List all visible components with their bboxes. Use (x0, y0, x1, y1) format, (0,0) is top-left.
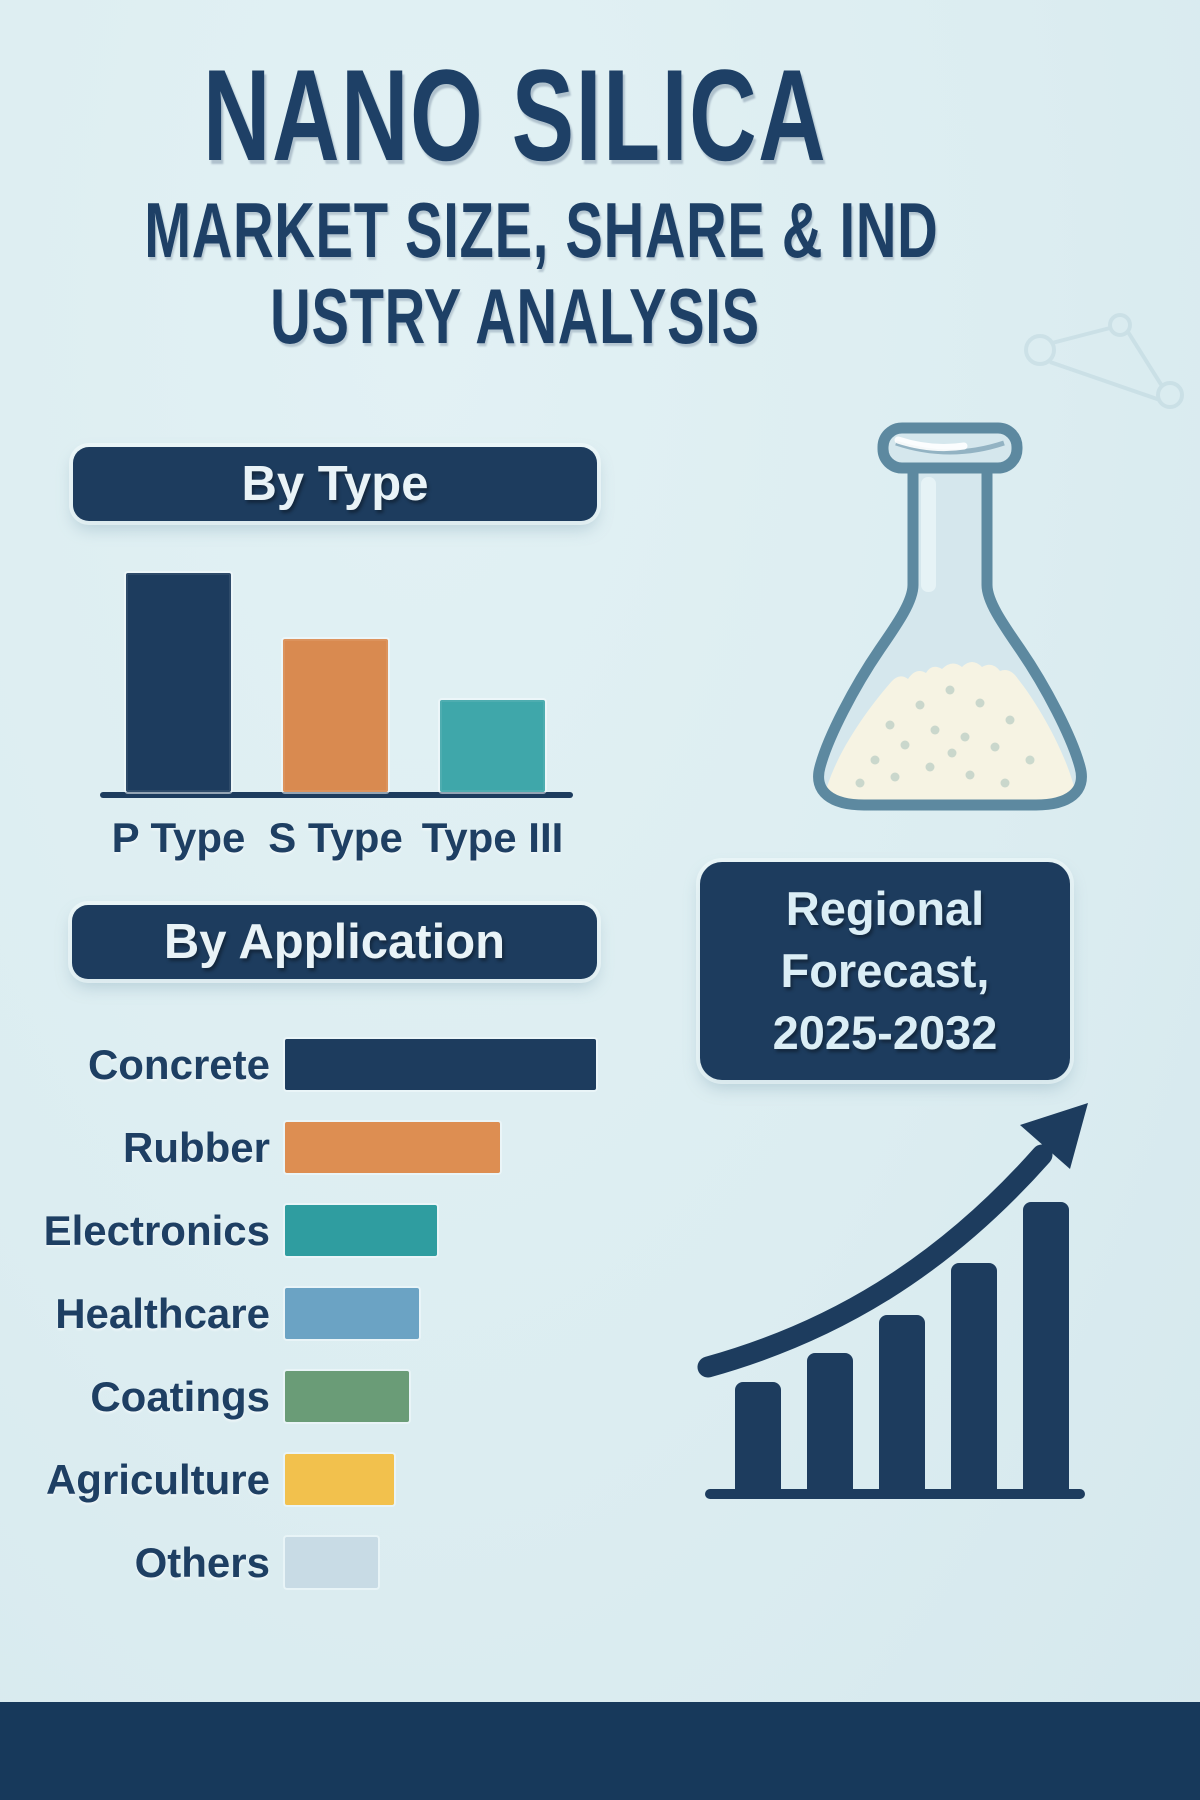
by-type-chart: P Type S Type Type III (100, 560, 573, 862)
app-row-coatings: Coatings (0, 1371, 596, 1422)
by-type-header: By Type (73, 447, 597, 521)
app-row-others: Others (0, 1537, 596, 1588)
app-bar-coatings (285, 1371, 409, 1422)
type-bar-s-type (283, 639, 388, 792)
page-title: NANO SILICA MARKET SIZE, SHARE & IND UST… (0, 0, 1030, 359)
app-bar-concrete (285, 1039, 596, 1090)
type-label-p-type: P Type (111, 814, 246, 861)
by-type-axis-line (100, 792, 573, 798)
type-bar-type-iii (440, 700, 545, 792)
app-row-concrete: Concrete (0, 1039, 596, 1090)
app-label-healthcare: Healthcare (55, 1289, 270, 1337)
forecast-line-3: 2025-2032 (772, 1006, 998, 1059)
app-row-electronics: Electronics (0, 1205, 596, 1256)
title-line-2: MARKET SIZE, SHARE & IND (144, 186, 939, 274)
app-label-coatings: Coatings (90, 1372, 270, 1420)
growth-bar-5 (1023, 1202, 1069, 1492)
app-label-agriculture: Agriculture (45, 1455, 270, 1503)
by-type-labels: P Type S Type Type III (100, 814, 573, 862)
app-row-rubber: Rubber (0, 1122, 596, 1173)
app-bar-rubber (285, 1122, 500, 1173)
app-label-others: Others (134, 1538, 270, 1586)
forecast-line-2: Forecast, (780, 944, 990, 997)
by-application-header: By Application (72, 905, 597, 979)
app-label-electronics: Electronics (43, 1206, 270, 1254)
type-bar-p-type (126, 573, 231, 792)
app-row-healthcare: Healthcare (0, 1288, 596, 1339)
app-bar-others (285, 1537, 378, 1588)
growth-bar-1 (735, 1382, 781, 1492)
by-application-chart: Concrete Rubber Electronics Healthcare Coati… (0, 1039, 596, 1588)
type-label-type-iii: Type III (421, 814, 564, 861)
growth-bar-2 (807, 1353, 853, 1492)
app-label-rubber: Rubber (123, 1123, 270, 1171)
app-bar-electronics (285, 1205, 437, 1256)
forecast-badge: Regional Forecast, 2025-2032 (700, 862, 1070, 1080)
growth-chart-axis-line (705, 1489, 1085, 1499)
title-line-1: NANO SILICA (202, 42, 828, 188)
type-label-s-type: S Type (268, 814, 403, 861)
growth-bar-4 (951, 1263, 997, 1492)
molecule-icon (1024, 313, 1184, 409)
growth-bar-3 (879, 1315, 925, 1492)
footer-bar (0, 1702, 1200, 1800)
forecast-line-1: Regional (785, 882, 985, 935)
growth-chart-bars (735, 1202, 1075, 1492)
app-label-concrete: Concrete (87, 1040, 270, 1088)
by-type-bars (100, 560, 573, 792)
flask-icon (813, 422, 1087, 811)
app-bar-agriculture (285, 1454, 394, 1505)
app-bar-healthcare (285, 1288, 419, 1339)
app-row-agriculture: Agriculture (0, 1454, 596, 1505)
growth-arrow-icon (697, 1103, 1088, 1378)
title-line-3: USTRY ANALYSIS (270, 272, 760, 360)
